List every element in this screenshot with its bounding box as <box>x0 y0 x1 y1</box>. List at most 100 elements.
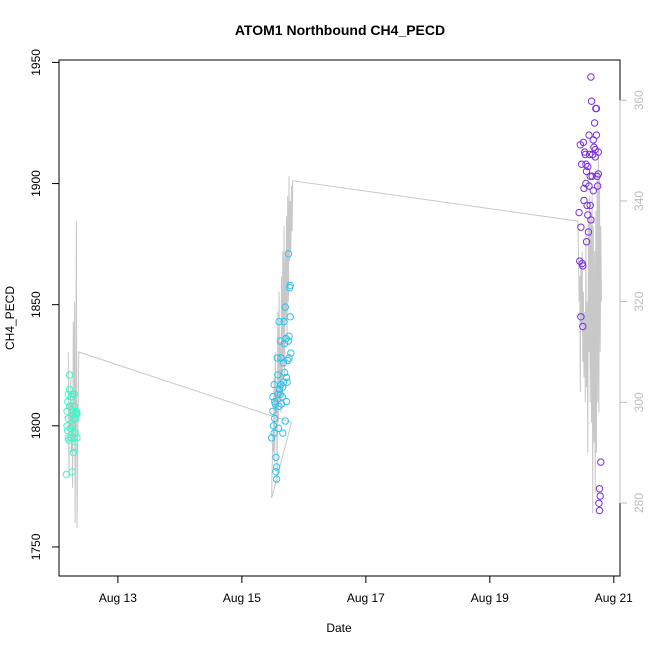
x-tick-label: Aug 19 <box>471 591 509 605</box>
data-point <box>275 402 283 411</box>
data-point <box>283 378 291 386</box>
data-point <box>588 172 596 181</box>
y2-tick-label: 340 <box>632 191 646 211</box>
data-point <box>592 104 601 113</box>
data-point <box>64 426 72 435</box>
data-point <box>279 429 287 437</box>
data-point <box>272 463 281 471</box>
data-point <box>274 390 282 398</box>
plot-frame <box>58 59 621 577</box>
data-point <box>581 150 589 159</box>
data-point <box>579 262 587 270</box>
data-point <box>584 228 593 236</box>
data-point <box>68 468 76 476</box>
data-point <box>281 417 289 425</box>
x-tick-label: Aug 13 <box>99 591 137 605</box>
data-point <box>274 424 283 432</box>
data-point <box>286 281 294 289</box>
y-axis-right: 280 300 320 340 360 <box>619 90 646 513</box>
data-point <box>269 407 277 415</box>
data-point <box>594 170 602 178</box>
secondary-line-layer <box>67 150 602 529</box>
data-point <box>287 349 295 357</box>
data-point <box>270 429 278 437</box>
data-point <box>280 368 289 377</box>
data-point <box>280 339 289 348</box>
data-point <box>73 434 81 442</box>
data-point <box>285 354 293 362</box>
data-point <box>272 475 281 483</box>
data-point <box>582 238 591 246</box>
data-point <box>274 371 282 379</box>
data-point <box>66 424 74 432</box>
data-point <box>575 208 583 217</box>
x-axis: Aug 13 Aug 15 Aug 17 Aug 19 Aug 21 <box>99 575 633 605</box>
data-point <box>577 313 585 321</box>
data-point <box>595 485 604 493</box>
data-point <box>70 434 78 442</box>
data-point <box>277 380 285 389</box>
y-axis-label: CH4_PECD <box>3 286 17 350</box>
data-point <box>65 402 74 411</box>
data-point <box>273 354 281 362</box>
data-point <box>271 414 279 423</box>
y2-tick-label: 320 <box>632 291 646 311</box>
data-point <box>594 148 602 156</box>
data-point <box>275 317 283 326</box>
data-point <box>272 468 280 476</box>
y-axis-left: 1750 1800 1850 1900 1950 <box>29 49 60 560</box>
secondary-series-line <box>67 150 602 529</box>
data-point <box>592 131 601 139</box>
data-point <box>276 390 284 398</box>
y-tick-label: 1900 <box>29 170 43 197</box>
data-point <box>278 393 286 401</box>
data-point <box>72 414 80 423</box>
data-point <box>279 383 287 391</box>
data-point <box>596 492 604 500</box>
data-point <box>597 458 605 466</box>
data-point <box>284 337 293 345</box>
x-axis-label: Date <box>326 621 352 635</box>
data-point <box>583 201 591 210</box>
data-point <box>70 443 79 452</box>
data-point <box>282 397 291 406</box>
data-point <box>280 317 288 326</box>
y-tick-label: 1950 <box>29 49 43 76</box>
data-point <box>582 167 591 176</box>
data-point <box>589 187 597 195</box>
x-tick-label: Aug 15 <box>223 591 261 605</box>
data-point <box>584 162 592 171</box>
data-point <box>585 131 593 139</box>
data-point <box>594 182 602 190</box>
data-point <box>590 119 599 127</box>
data-points-layer <box>62 73 605 515</box>
chart-title: ATOM1 Northbound CH4_PECD <box>235 22 445 38</box>
data-point <box>73 410 81 418</box>
data-point <box>64 414 73 423</box>
data-point <box>68 422 77 430</box>
data-point <box>587 97 596 105</box>
y-tick-label: 1750 <box>29 533 43 560</box>
data-point <box>71 429 79 437</box>
y-tick-label: 1850 <box>29 291 43 318</box>
y2-tick-label: 300 <box>632 392 646 412</box>
data-point <box>577 160 586 168</box>
data-point <box>272 453 280 461</box>
y-tick-label: 1800 <box>29 412 43 439</box>
data-point <box>70 402 79 411</box>
y2-tick-label: 280 <box>632 493 646 513</box>
data-point <box>64 397 72 406</box>
data-point <box>69 448 78 457</box>
data-point <box>582 160 590 168</box>
data-point <box>68 390 77 398</box>
data-point <box>577 223 585 231</box>
y2-tick-label: 360 <box>632 90 646 110</box>
data-point <box>595 499 603 507</box>
data-point <box>585 182 593 190</box>
data-point <box>579 322 587 331</box>
data-point <box>279 359 288 367</box>
data-point <box>286 313 294 321</box>
x-tick-label: Aug 21 <box>595 591 633 605</box>
data-point <box>586 201 594 210</box>
